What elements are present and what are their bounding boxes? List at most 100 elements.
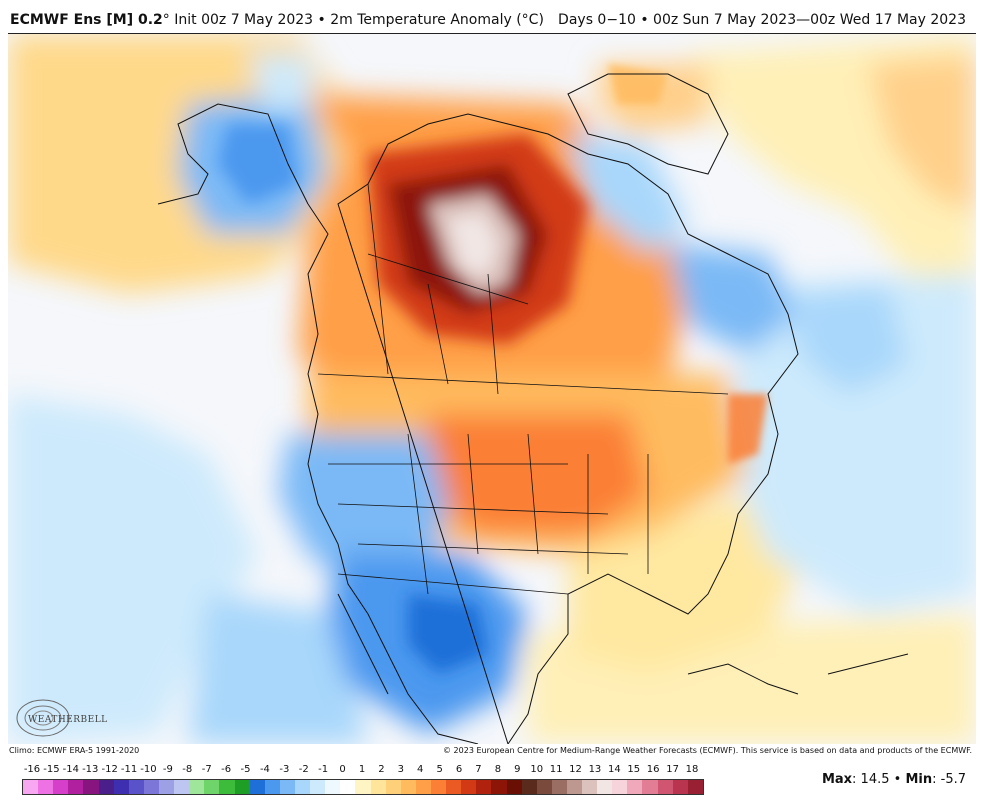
legend-label: 10: [530, 764, 544, 775]
legend-label: 0: [339, 764, 346, 775]
legend-color-swatch: [294, 780, 311, 794]
min-label: Min: [905, 772, 933, 787]
legend-label: -10: [140, 764, 157, 775]
legend-color-swatch: [38, 780, 54, 794]
legend-color-swatch: [23, 780, 39, 794]
legend-color-swatch: [174, 780, 190, 794]
legend-label: 1: [358, 764, 366, 775]
legend-color-swatch: [279, 780, 295, 794]
legend-label: -4: [259, 764, 270, 775]
legend-label: -14: [62, 764, 79, 775]
coastlines-and-borders: [157, 73, 909, 744]
legend-color-swatch: [385, 780, 401, 794]
legend-color-swatch: [687, 780, 703, 794]
legend-color-swatch: [98, 780, 114, 794]
legend-color-swatch: [521, 780, 537, 794]
legend-color-swatch: [642, 780, 658, 794]
legend-color-swatch: [249, 780, 265, 794]
legend-label: 7: [475, 764, 482, 775]
legend-color-swatch: [491, 780, 507, 794]
legend-label: -1: [318, 764, 329, 775]
valid-range: Days 0−10 • 00z Sun 7 May 2023—00z Wed 1…: [558, 12, 966, 28]
separator: •: [889, 772, 906, 787]
legend-label: -5: [240, 764, 251, 775]
legend-label: 17: [666, 764, 679, 775]
min-value: : -5.7: [932, 772, 966, 787]
legend-color-swatch: [158, 780, 175, 794]
max-label: Max: [821, 772, 853, 787]
legend-label: -15: [43, 764, 60, 775]
legend-color-swatch: [113, 780, 129, 794]
legend-color-swatch: [627, 780, 643, 794]
legend-label: 2: [378, 764, 385, 775]
legend-color-swatch: [189, 780, 205, 794]
max-value: : 14.5: [852, 772, 890, 787]
legend-color-swatch: [219, 780, 235, 794]
legend-color-swatch: [430, 780, 447, 794]
weatherbell-logo: WEATHERBELL: [16, 699, 108, 737]
legend-color-swatch: [53, 780, 69, 794]
legend-color-swatch: [234, 780, 250, 794]
legend-label: 9: [514, 764, 521, 775]
legend-label: 6: [455, 764, 463, 775]
map-title: ECMWF Ens [M] 0.2° Init 00z 7 May 2023 •…: [10, 12, 544, 28]
legend-color-swatch: [566, 780, 583, 794]
political-boundaries: [317, 183, 729, 595]
legend-label: -12: [101, 764, 118, 775]
logo-wordmark: WEATHERBELL: [28, 715, 108, 725]
legend-label: -11: [120, 764, 138, 775]
degree-mark: °: [162, 12, 170, 28]
legend-color-swatch: [551, 780, 567, 794]
legend-label: 16: [646, 764, 660, 775]
legend-color-swatch: [83, 780, 99, 794]
legend-label: -7: [201, 764, 212, 775]
legend-label: 18: [685, 764, 699, 775]
legend-label: -2: [298, 764, 309, 775]
legend-labels: -16 -15 -14 -13 -12 -11 -10 -9 -8 -7 -6 -5 -4 -3 -2 -1 0…: [22, 764, 702, 776]
legend-color-swatch: [204, 780, 220, 794]
legend-color-swatch: [400, 780, 416, 794]
legend-color-swatch: [597, 780, 613, 794]
init-and-variable: Init 00z 7 May 2023 • 2m Temperature Ano…: [169, 12, 544, 28]
legend-label: 15: [627, 764, 641, 775]
temperature-anomaly-map: WEATHERBELL: [8, 34, 976, 744]
legend-label: 5: [436, 764, 443, 775]
legend-color-swatch: [340, 780, 356, 794]
legend-label: 14: [607, 764, 621, 775]
legend-color-swatch: [128, 780, 144, 794]
legend-label: 4: [417, 764, 424, 775]
anomaly-field: [8, 34, 976, 744]
climo-note: Climo: ECMWF ERA-5 1991-2020: [9, 746, 140, 755]
legend-color-swatch: [415, 780, 431, 794]
legend-color-swatch: [325, 780, 341, 794]
header-divider: [8, 33, 976, 34]
legend-color-swatch: [582, 780, 598, 794]
legend-color-swatch: [657, 780, 673, 794]
legend-label: -3: [279, 764, 290, 775]
legend-label: 8: [494, 764, 502, 775]
header: ECMWF Ens [M] 0.2° Init 00z 7 May 2023 •…: [0, 0, 984, 34]
model-name: ECMWF Ens [M] 0.2: [10, 12, 163, 28]
legend-label: 11: [549, 764, 563, 775]
max-min-readout: Max: 14.5 • Min: -5.7: [822, 772, 966, 787]
legend-label: -9: [162, 764, 173, 775]
legend-colorbar: [22, 779, 704, 795]
legend-label: -6: [221, 764, 232, 775]
legend-label: 3: [397, 764, 404, 775]
legend-label: -8: [182, 764, 193, 775]
legend-color-swatch: [506, 780, 522, 794]
legend-color-swatch: [461, 780, 477, 794]
legend-color-swatch: [355, 780, 371, 794]
legend-color-swatch: [264, 780, 280, 794]
legend-color-swatch: [476, 780, 492, 794]
legend-label: -16: [23, 764, 41, 775]
legend-color-swatch: [536, 780, 552, 794]
legend-color-swatch: [672, 780, 688, 794]
copyright-note: © 2023 European Centre for Medium-Range …: [443, 746, 972, 755]
legend-color-swatch: [612, 780, 628, 794]
legend-label: -13: [82, 764, 99, 775]
legend-color-swatch: [446, 780, 462, 794]
legend-label: 12: [569, 764, 582, 775]
legend-color-swatch: [68, 780, 84, 794]
legend-color-swatch: [370, 780, 386, 794]
